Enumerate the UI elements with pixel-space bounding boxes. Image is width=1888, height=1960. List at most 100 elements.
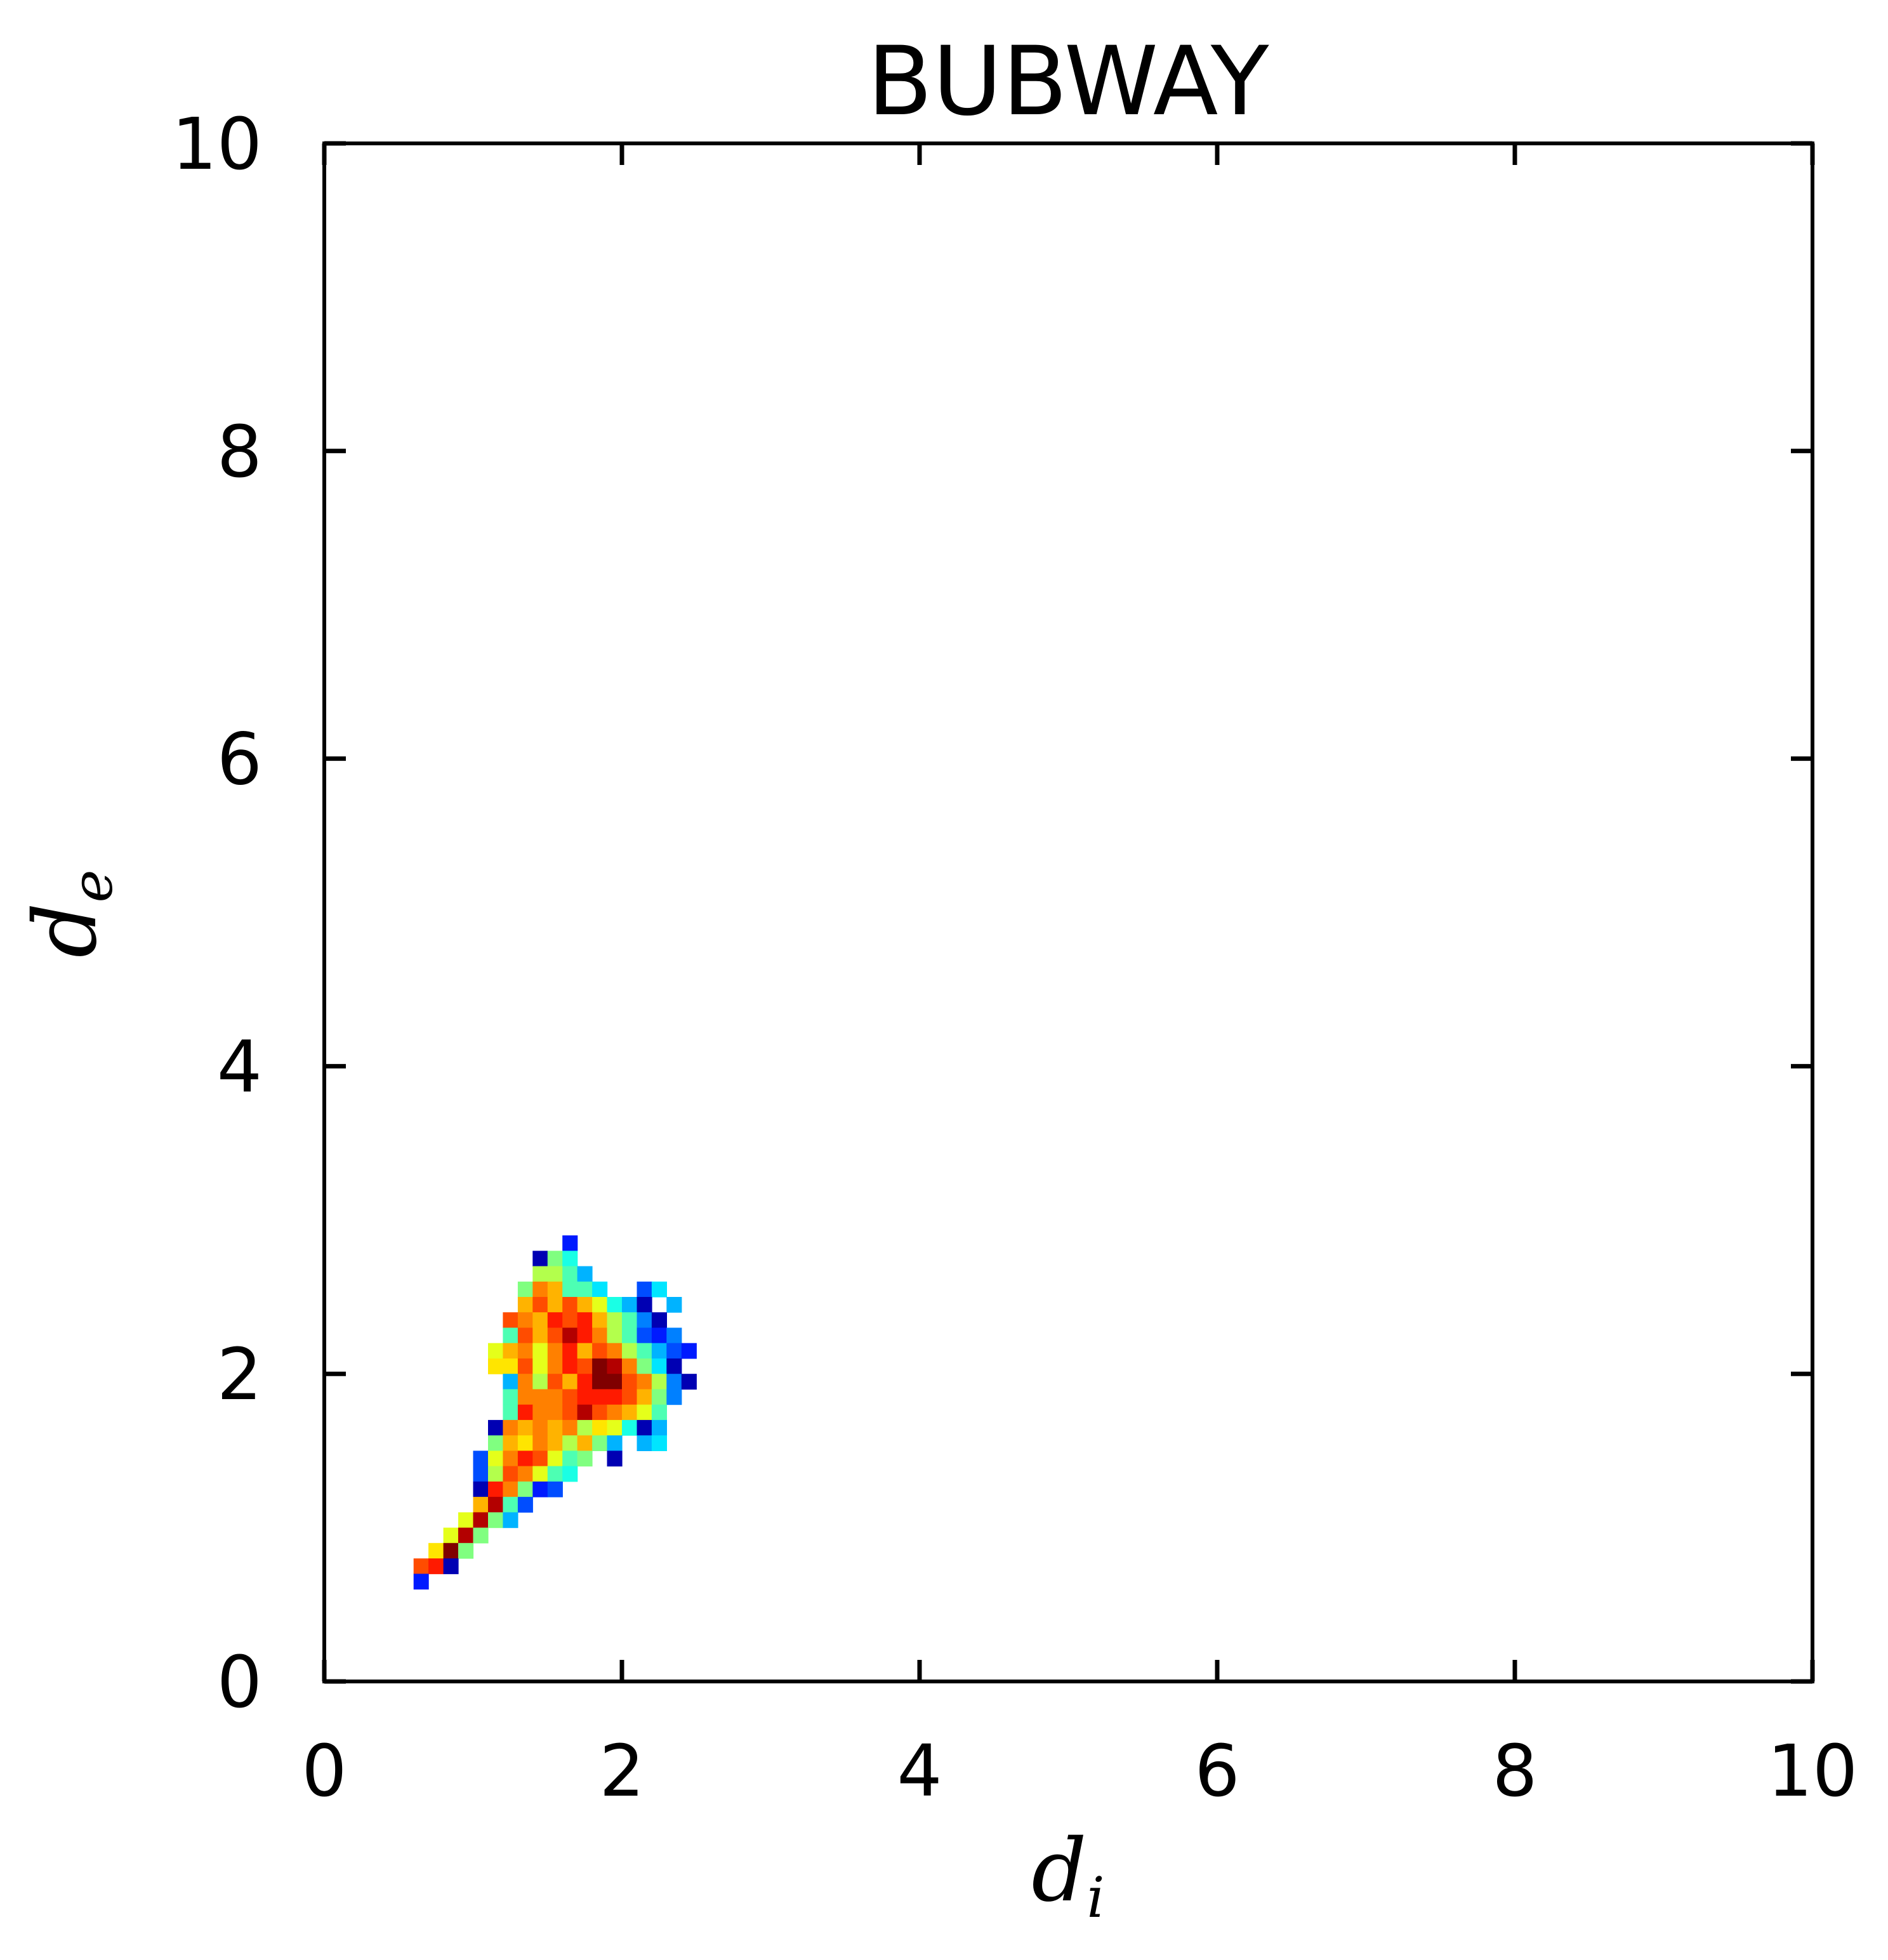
heatmap-cell <box>681 1343 697 1359</box>
heatmap-cell <box>547 1481 563 1497</box>
x-tick-label: 0 <box>301 1730 347 1813</box>
heatmap-cell <box>592 1358 608 1374</box>
heatmap-cell <box>622 1297 638 1313</box>
heatmap-cell <box>562 1389 578 1405</box>
y-tick-labels: 0 2 4 6 8 10 <box>171 103 262 1724</box>
x-axis-label-subscript: i <box>1086 1865 1104 1930</box>
heatmap-cell <box>547 1450 563 1467</box>
heatmap-cell <box>488 1358 504 1374</box>
y-axis-label-main: d <box>16 903 116 958</box>
heatmap-cell <box>607 1389 623 1405</box>
heatmap-cell <box>532 1358 548 1374</box>
heatmap-cell <box>651 1312 667 1328</box>
heatmap-cell <box>547 1312 563 1328</box>
heatmap-cell <box>443 1558 459 1574</box>
heatmap-cell <box>562 1419 578 1436</box>
heatmap-cell <box>592 1419 608 1436</box>
heatmap-cell <box>488 1481 504 1497</box>
heatmap-cell <box>503 1466 518 1482</box>
heatmap-cell <box>651 1327 667 1344</box>
heatmap-cell <box>532 1389 548 1405</box>
x-tick-label: 2 <box>599 1730 644 1813</box>
heatmap-cell <box>622 1327 638 1344</box>
x-tick-labels: 0 2 4 6 8 10 <box>301 1730 1858 1813</box>
heatmap-cell <box>517 1466 533 1482</box>
heatmap-cell <box>666 1389 682 1405</box>
heatmap-cell <box>651 1435 667 1451</box>
heatmap-cell <box>503 1374 518 1390</box>
heatmap-cell <box>503 1512 518 1529</box>
heatmap-cell <box>577 1266 593 1282</box>
heatmap-cell <box>592 1297 608 1313</box>
heatmap-cell <box>503 1343 518 1359</box>
heatmap-cell <box>562 1235 578 1251</box>
heatmap-cell <box>637 1389 652 1405</box>
heatmap-cell <box>458 1542 474 1559</box>
heatmap-cell <box>532 1419 548 1436</box>
heatmap-cell <box>562 1297 578 1313</box>
heatmap-cell <box>637 1281 652 1298</box>
heatmap-cell <box>577 1358 593 1374</box>
heatmap-cell <box>517 1450 533 1467</box>
heatmap-cell <box>532 1374 548 1390</box>
heatmap-cell <box>637 1374 652 1390</box>
heatmap-cell <box>532 1435 548 1451</box>
heatmap-cell <box>488 1419 504 1436</box>
heatmap-cell <box>458 1512 474 1529</box>
heatmap-cell <box>622 1389 638 1405</box>
heatmap-cell <box>532 1312 548 1328</box>
heatmap-cell <box>532 1281 548 1298</box>
heatmap-cell <box>592 1374 608 1390</box>
heatmap-cell <box>622 1358 638 1374</box>
heatmap-cell <box>592 1327 608 1344</box>
heatmap-cell <box>577 1389 593 1405</box>
y-axis-label-subscript: e <box>60 869 125 902</box>
heatmap-cell <box>637 1435 652 1451</box>
heatmap-cell <box>547 1266 563 1282</box>
heatmap-cell <box>651 1389 667 1405</box>
heatmap-cell <box>577 1435 593 1451</box>
x-tick-label: 10 <box>1767 1730 1858 1813</box>
heatmap-cell <box>607 1419 623 1436</box>
chart-title: BUBWAY <box>868 27 1269 137</box>
heatmap-cell <box>666 1374 682 1390</box>
heatmap-cell <box>517 1374 533 1390</box>
heatmap-cell <box>503 1404 518 1421</box>
heatmap-cell <box>562 1466 578 1482</box>
heatmap-cell <box>666 1297 682 1313</box>
heatmap-cell <box>547 1281 563 1298</box>
heatmap-cell <box>503 1389 518 1405</box>
heatmap-cell <box>577 1281 593 1298</box>
heatmap-cell <box>503 1435 518 1451</box>
y-tick-label: 0 <box>217 1641 262 1724</box>
heatmap-cell <box>637 1343 652 1359</box>
heatmap-cell <box>503 1497 518 1513</box>
heatmap-cell <box>637 1419 652 1436</box>
heatmap-cell <box>592 1404 608 1421</box>
heatmap-cell <box>607 1435 623 1451</box>
heatmap-cell <box>547 1251 563 1267</box>
heatmap-cell <box>607 1358 623 1374</box>
heatmap-cell <box>637 1327 652 1344</box>
heatmap-cell <box>473 1497 489 1513</box>
heatmap-cell <box>458 1527 474 1544</box>
heatmap-cell <box>517 1343 533 1359</box>
heatmap-cell <box>517 1281 533 1298</box>
heatmap-cell <box>503 1358 518 1374</box>
heatmap-cell <box>532 1404 548 1421</box>
heatmap-cell <box>488 1435 504 1451</box>
heatmap-cell <box>666 1358 682 1374</box>
heatmap-cell <box>503 1419 518 1436</box>
heatmap-cell <box>532 1297 548 1313</box>
heatmap-cell <box>488 1466 504 1482</box>
heatmap-cell <box>577 1312 593 1328</box>
heatmap-cell <box>532 1266 548 1282</box>
heatmap-cell <box>532 1251 548 1267</box>
heatmap-cell <box>562 1266 578 1282</box>
heatmap-cell <box>577 1343 593 1359</box>
heatmap-cell <box>532 1481 548 1497</box>
heatmap-cell <box>473 1512 489 1529</box>
heatmap-cell <box>532 1450 548 1467</box>
heatmap-cell <box>413 1574 429 1590</box>
